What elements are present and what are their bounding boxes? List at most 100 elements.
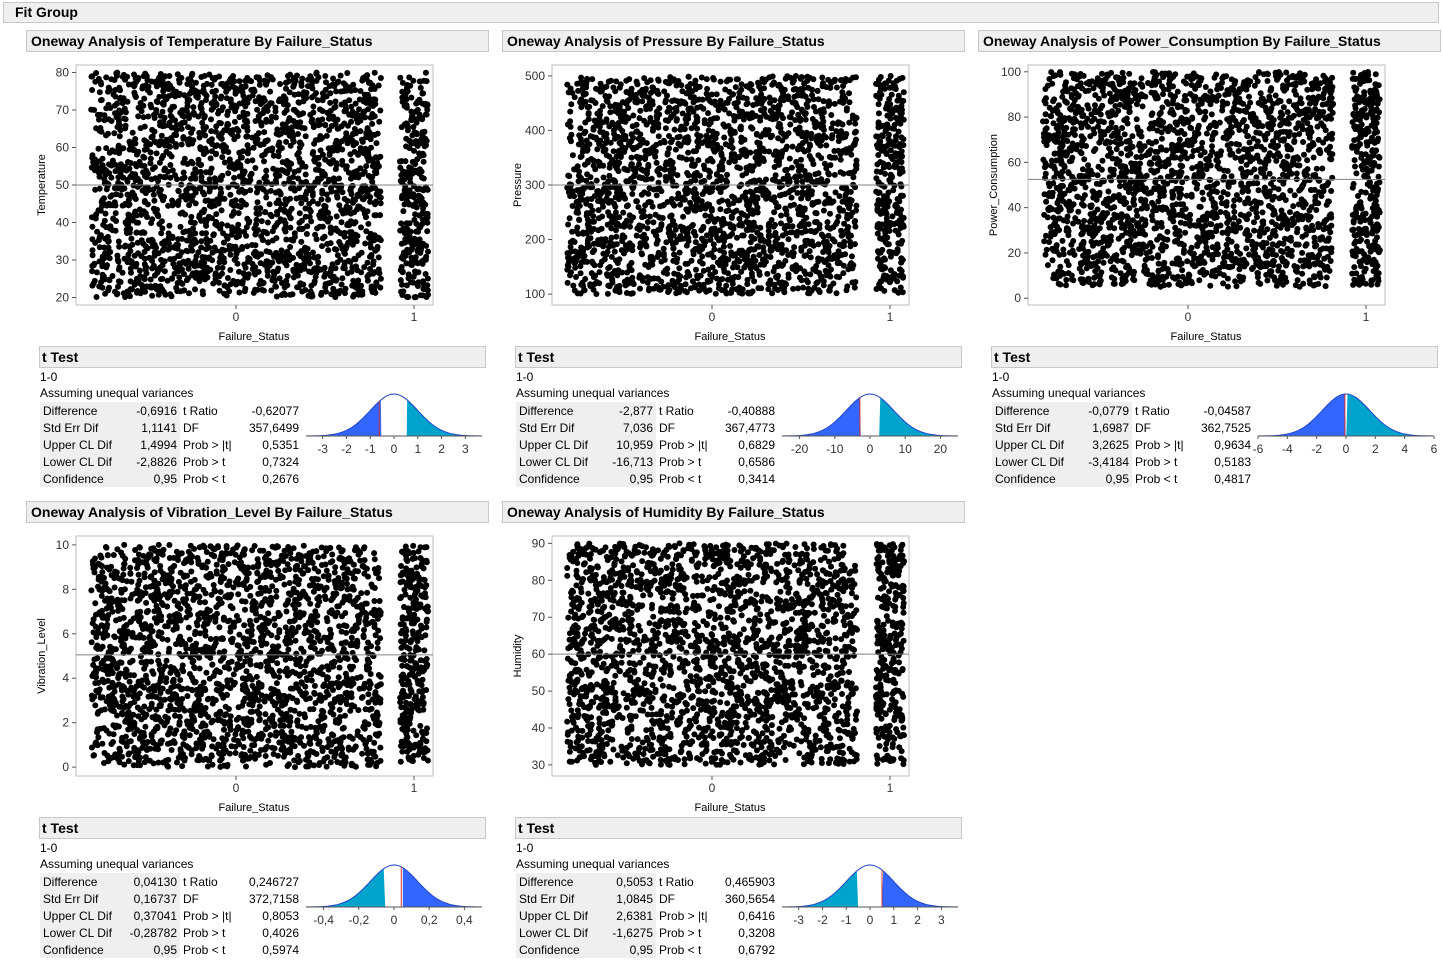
data-point: [691, 251, 697, 257]
y-tick-label: 60: [56, 141, 70, 155]
data-point: [304, 231, 310, 237]
dist-left-tail: [306, 400, 381, 436]
data-point: [208, 128, 214, 134]
data-point: [676, 265, 682, 271]
data-point: [626, 76, 632, 82]
data-point: [209, 89, 215, 95]
data-point: [597, 163, 603, 169]
data-point: [795, 285, 801, 291]
data-point: [707, 272, 713, 278]
data-point: [754, 194, 760, 200]
data-point: [600, 251, 606, 257]
y-axis-label: Pressure: [512, 163, 524, 207]
data-point: [663, 97, 669, 103]
data-point: [398, 267, 404, 273]
data-point: [637, 108, 643, 114]
data-point: [303, 172, 309, 178]
data-point: [631, 146, 637, 152]
data-point: [320, 95, 326, 101]
data-point: [415, 248, 421, 254]
data-point: [853, 166, 859, 172]
data-point: [771, 209, 777, 215]
data-point: [665, 282, 671, 288]
data-point: [366, 135, 372, 141]
stat-label: Difference: [40, 402, 120, 419]
data-point: [300, 282, 306, 288]
data-point: [135, 250, 141, 256]
data-point: [735, 154, 741, 160]
data-point: [415, 99, 421, 105]
data-point: [149, 258, 155, 264]
data-point: [134, 220, 140, 226]
data-point: [261, 175, 267, 181]
x-tick-label: 1: [887, 310, 894, 324]
data-point: [711, 77, 717, 83]
data-point: [201, 127, 207, 133]
data-point: [328, 273, 334, 279]
data-point: [654, 192, 660, 198]
data-point: [296, 185, 302, 191]
data-point: [847, 99, 853, 105]
data-point: [771, 104, 777, 110]
data-point: [253, 205, 259, 211]
oneway-title[interactable]: Oneway Analysis of Temperature By Failur…: [26, 30, 489, 52]
data-point: [737, 183, 743, 189]
data-point: [567, 118, 573, 124]
data-point: [840, 83, 846, 89]
data-point: [253, 118, 259, 124]
data-point: [744, 227, 750, 233]
data-point: [262, 98, 268, 104]
data-point: [263, 168, 269, 174]
data-point: [219, 154, 225, 160]
data-point: [655, 237, 661, 243]
data-point: [283, 139, 289, 145]
data-point: [174, 268, 180, 274]
test-stat-label: DF: [180, 419, 240, 436]
data-point: [835, 119, 841, 125]
data-point: [663, 159, 669, 165]
data-point: [365, 278, 371, 284]
data-point: [355, 152, 361, 158]
data-point: [758, 148, 764, 154]
data-point: [677, 273, 683, 279]
data-point: [305, 257, 311, 263]
data-point: [208, 116, 214, 122]
data-point: [608, 220, 614, 226]
data-point: [258, 251, 264, 257]
data-point: [148, 277, 154, 283]
data-point: [717, 102, 723, 108]
data-point: [409, 245, 415, 251]
data-point: [574, 207, 580, 213]
data-point: [186, 112, 192, 118]
data-point: [583, 91, 589, 97]
data-point: [305, 183, 311, 189]
data-point: [656, 112, 662, 118]
data-point: [232, 163, 238, 169]
fit-group-header[interactable]: Fit Group: [3, 2, 1439, 23]
data-point: [353, 263, 359, 269]
data-point: [567, 187, 573, 193]
ttest-title[interactable]: t Test: [39, 346, 486, 368]
data-point: [616, 196, 622, 202]
data-point: [304, 90, 310, 96]
data-point: [92, 79, 98, 85]
data-point: [156, 189, 162, 195]
data-point: [679, 88, 685, 94]
data-point: [322, 122, 328, 128]
data-point: [575, 88, 581, 94]
data-point: [684, 170, 690, 176]
data-point: [126, 82, 132, 88]
data-point: [143, 243, 149, 249]
data-point: [148, 283, 154, 289]
data-point: [372, 201, 378, 207]
data-point: [573, 259, 579, 265]
data-point: [638, 175, 644, 181]
data-point: [203, 246, 209, 252]
data-point: [167, 175, 173, 181]
oneway-title[interactable]: Oneway Analysis of Pressure By Failure_S…: [502, 30, 965, 52]
data-point: [729, 92, 735, 98]
data-point: [163, 292, 169, 298]
data-point: [204, 81, 210, 87]
data-point: [615, 134, 621, 140]
data-point: [92, 240, 98, 246]
